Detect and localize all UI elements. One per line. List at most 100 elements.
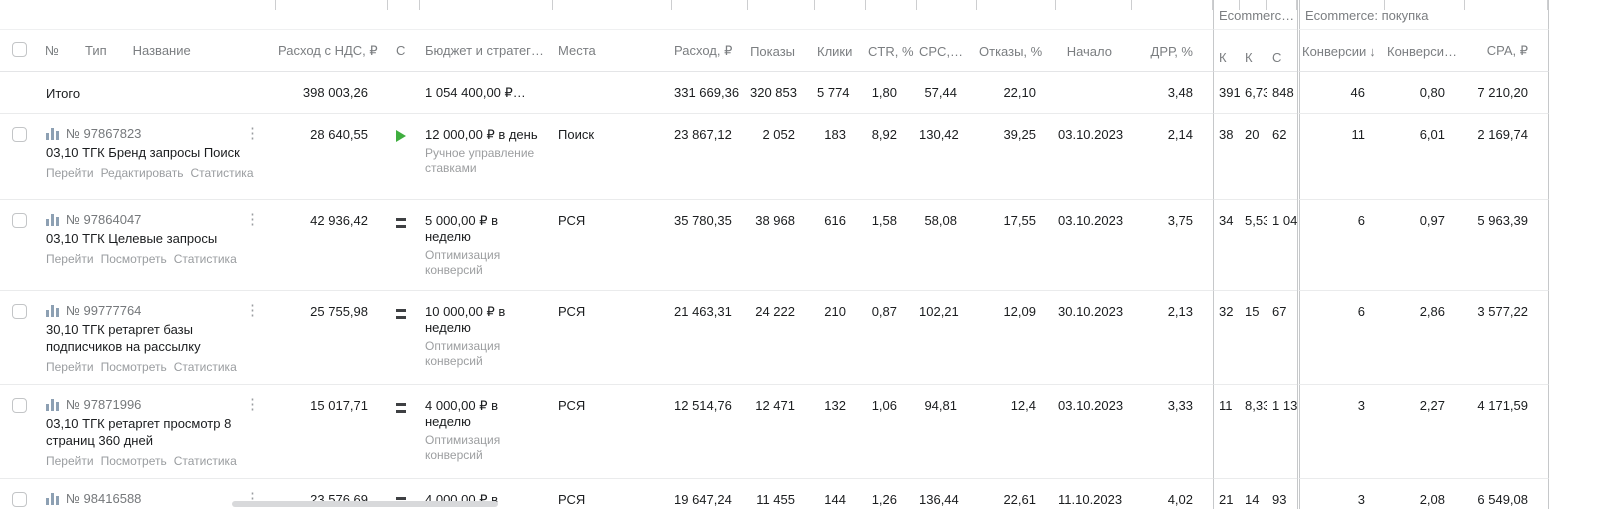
- campaign-action-link[interactable]: Статистика: [173, 454, 237, 468]
- checkbox-cell: [0, 479, 40, 509]
- cell-k2: 5,53: [1240, 200, 1267, 291]
- col-header-k1[interactable]: К: [1213, 30, 1240, 72]
- campaign-action-link[interactable]: Посмотреть: [100, 360, 167, 374]
- cell-cpa: 7 210,20: [1465, 72, 1549, 114]
- cell-places: Поиск: [553, 114, 672, 200]
- row-checkbox[interactable]: [12, 304, 27, 319]
- col-header-title[interactable]: Название: [132, 43, 191, 58]
- campaign-id[interactable]: № 97867823: [66, 126, 142, 141]
- cell-clicks: 210: [815, 291, 866, 385]
- col-header-cpa[interactable]: CPA, ₽: [1465, 30, 1549, 72]
- cell-conv1: 11: [1297, 114, 1385, 200]
- cell-conv2: 2,86: [1385, 291, 1465, 385]
- col-header-bounces[interactable]: Отказы, %: [977, 30, 1056, 72]
- cell-budget: 1 054 400,00 ₽…: [420, 72, 553, 114]
- campaign-name[interactable]: 03,10 ТГК Бренд запросы Поиск: [46, 145, 240, 160]
- row-checkbox[interactable]: [12, 127, 27, 142]
- cell-k2: 20: [1240, 114, 1267, 200]
- cell-bounces: 12,4: [977, 385, 1056, 479]
- col-header-spend-vat[interactable]: Расход с НДС, ₽: [276, 30, 388, 72]
- row-checkbox[interactable]: [12, 492, 27, 507]
- col-header-cpc[interactable]: CPC,…: [917, 30, 977, 72]
- cell-ctr: 1,80: [866, 72, 917, 114]
- campaign-row: № 97867823 ⋮ 03,10 ТГК Бренд запросы Поиск…: [0, 114, 1549, 200]
- kebab-menu-icon[interactable]: ⋮: [245, 302, 260, 319]
- col-header-k2[interactable]: К: [1240, 30, 1267, 72]
- select-all-checkbox[interactable]: [12, 41, 27, 57]
- col-header-budget-strategy[interactable]: Бюджет и стратег…: [420, 30, 553, 72]
- campaign-id[interactable]: № 99777764: [66, 303, 142, 318]
- cell-status: [388, 72, 420, 114]
- status-pause-icon[interactable]: [396, 403, 406, 413]
- campaign-action-link[interactable]: Перейти: [46, 252, 94, 266]
- col-header-impressions[interactable]: Показы: [748, 30, 815, 72]
- campaign-action-link[interactable]: Посмотреть: [100, 454, 167, 468]
- cell-spend_vat: 398 003,26: [276, 72, 388, 114]
- campaign-id[interactable]: № 97871996: [66, 397, 142, 412]
- kebab-menu-icon[interactable]: ⋮: [245, 211, 260, 228]
- horizontal-scrollbar-thumb[interactable]: [232, 501, 498, 507]
- col-header-name[interactable]: № Тип Название: [40, 30, 276, 72]
- campaign-name[interactable]: 03,10 ТГК Целевые запросы: [46, 231, 218, 246]
- row-checkbox[interactable]: [12, 213, 27, 228]
- campaign-type-chart-icon: [46, 304, 59, 317]
- col-header-conversion-rate[interactable]: Конверси…: [1385, 30, 1465, 72]
- cell-conv2: 0,80: [1385, 72, 1465, 114]
- campaign-type-chart-icon: [46, 492, 59, 505]
- status-pause-icon[interactable]: [396, 218, 406, 228]
- campaign-id[interactable]: № 98416588: [66, 491, 142, 506]
- campaign-action-link[interactable]: Перейти: [46, 454, 94, 468]
- cell-clicks: 183: [815, 114, 866, 200]
- cell-drr: 3,48: [1132, 72, 1213, 114]
- cell-spend_vat: 15 017,71: [276, 385, 388, 479]
- cell-c1: 1 13: [1267, 385, 1297, 479]
- status-play-icon[interactable]: [396, 130, 406, 142]
- col-header-drr[interactable]: ДРР, %: [1132, 30, 1213, 72]
- cell-ctr: 1,58: [866, 200, 917, 291]
- campaign-action-link[interactable]: Редактировать: [100, 166, 184, 180]
- cell-drr: 3,33: [1132, 385, 1213, 479]
- col-header-clicks[interactable]: Клики: [815, 30, 866, 72]
- campaigns-table: Ecommerc… Ecommerce: покупка № Тип Названи…: [0, 0, 1549, 509]
- campaign-action-link[interactable]: Статистика: [190, 166, 254, 180]
- cell-k2: 8,33: [1240, 385, 1267, 479]
- campaign-action-link[interactable]: Статистика: [173, 252, 237, 266]
- group-cell: [1465, 0, 1549, 30]
- cell-cpa: 5 963,39: [1465, 200, 1549, 291]
- campaign-action-link[interactable]: Статистика: [173, 360, 237, 374]
- status-pause-icon[interactable]: [396, 309, 406, 319]
- campaign-id[interactable]: № 97864047: [66, 212, 142, 227]
- cell-bounces: 39,25: [977, 114, 1056, 200]
- campaign-name[interactable]: 03,10 ТГК ретаргет просмотр 8 страниц 36…: [46, 416, 232, 448]
- strategy-label: Оптимизация конверсий: [425, 339, 501, 368]
- campaign-action-links: Перейти Посмотреть Статистика: [46, 251, 270, 266]
- cell-drr: 3,75: [1132, 200, 1213, 291]
- cell-drr: 2,13: [1132, 291, 1213, 385]
- col-header-type[interactable]: Тип: [84, 43, 107, 58]
- campaign-action-link[interactable]: Перейти: [46, 360, 94, 374]
- col-header-start[interactable]: Начало: [1056, 30, 1132, 72]
- checkbox-cell: [0, 114, 40, 200]
- row-checkbox[interactable]: [12, 398, 27, 413]
- campaign-row: № 99777764 ⋮ 30,10 ТГК ретаргет базы подпи…: [0, 291, 1549, 385]
- col-header-c1[interactable]: С: [1267, 30, 1297, 72]
- kebab-menu-icon[interactable]: ⋮: [245, 125, 260, 142]
- cell-conv1: 3: [1297, 385, 1385, 479]
- col-header-ctr[interactable]: CTR, %: [866, 30, 917, 72]
- cell-ctr: 8,92: [866, 114, 917, 200]
- campaign-action-link[interactable]: Перейти: [46, 166, 94, 180]
- cell-k2: 6,73: [1240, 72, 1267, 114]
- campaign-name[interactable]: 30,10 ТГК ретаргет базы подписчиков на р…: [46, 322, 201, 354]
- col-header-spend[interactable]: Расход, ₽: [672, 30, 748, 72]
- cell-conv1: 6: [1297, 200, 1385, 291]
- col-header-places[interactable]: Места: [553, 30, 672, 72]
- sort-desc-icon: ↓: [1369, 43, 1376, 59]
- col-header-number[interactable]: №: [45, 43, 59, 58]
- budget-value: 4 000,00 ₽ в неделю: [425, 398, 499, 429]
- cell-cpa: 4 171,59: [1465, 385, 1549, 479]
- col-header-conversions[interactable]: Конверсии ↓: [1297, 30, 1385, 72]
- kebab-menu-icon[interactable]: ⋮: [245, 396, 260, 413]
- cell-spend: 331 669,36: [672, 72, 748, 114]
- col-header-status[interactable]: С: [388, 30, 420, 72]
- campaign-action-link[interactable]: Посмотреть: [100, 252, 167, 266]
